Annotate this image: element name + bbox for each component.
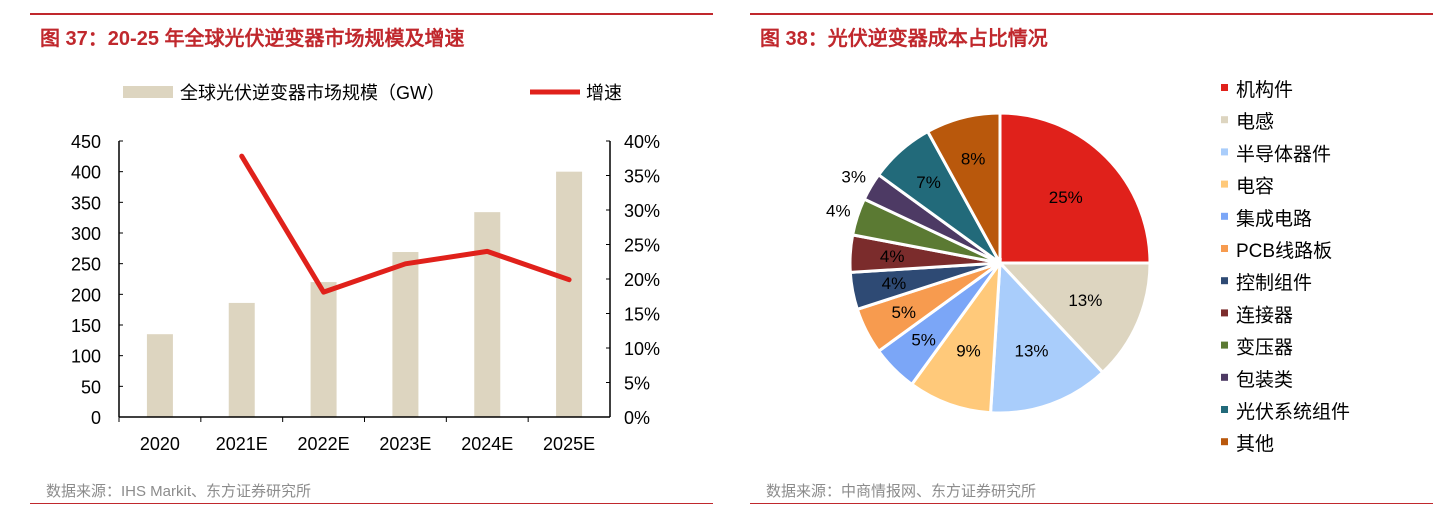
left-chart-panel: 图 37：20-25 年全球光伏逆变器市场规模及增速 全球光伏逆变器市场规模（G… [30,0,713,517]
legend-label: 连接器 [1236,304,1293,326]
pie-value-label: 13% [1068,291,1102,310]
chart-title: 图 38：光伏逆变器成本占比情况 [760,28,1048,50]
bar-2024E [474,212,501,417]
y-tick-label-left: 100 [71,347,101,367]
y-tick-label-left: 450 [71,132,101,152]
legend-swatch [1221,180,1228,188]
pie-slice-电容 [909,257,1002,415]
pie-value-label: 25% [1049,188,1083,207]
legend-swatch [1221,148,1228,156]
pie-value-label: 13% [1014,342,1048,361]
bottom-divider [750,503,1433,504]
y-tick-label-right: 15% [624,305,660,325]
y-tick-label-right: 30% [624,201,660,221]
legend-label: 变压器 [1236,337,1293,359]
legend-label: 机构件 [1236,79,1293,101]
legend-label: 集成电路 [1236,208,1312,230]
legend-label: 半导体器件 [1236,143,1331,165]
pie-value-label: 4% [880,247,905,266]
legend-label: 控制组件 [1236,272,1312,294]
x-tick-label: 2025E [543,434,595,454]
x-tick-label: 2023E [379,434,431,454]
pie-value-label: 8% [961,149,986,168]
y-tick-label-left: 200 [71,285,101,305]
legend-swatch [1221,116,1228,124]
y-tick-label-left: 350 [71,193,101,213]
top-divider [750,13,1433,15]
x-tick-label: 2024E [461,434,513,454]
bar-2022E [310,282,337,417]
pie-value-label: 7% [916,173,941,192]
pie-slice-机构件 [998,111,1152,265]
legend-label-bar: 全球光伏逆变器市场规模（GW） [180,83,445,103]
x-tick-label: 2021E [216,434,268,454]
legend-label: 电容 [1236,176,1274,198]
pie-value-label: 3% [841,167,866,186]
source-note: 数据来源：中商情报网、东方证券研究所 [766,483,1037,500]
pie-value-label: 5% [911,330,936,349]
y-tick-label-left: 300 [71,224,101,244]
y-tick-label-right: 5% [624,374,650,394]
x-tick-label: 2020 [140,434,180,454]
right-chart-panel: 图 38：光伏逆变器成本占比情况 25% 13% 13% 9% 5% 5% 4% 4% 4% 3%… [750,0,1433,517]
legend-swatch [1221,341,1228,349]
legend-label: 光伏系统组件 [1236,401,1350,423]
legend-label-line: 增速 [586,83,622,103]
bar-2021E [228,302,255,417]
y-tick-label-left: 250 [71,255,101,275]
y-tick-label-right: 40% [624,132,660,152]
legend-label: 其他 [1236,433,1274,455]
bar-2025E [556,171,583,417]
legend-swatch [1221,84,1228,91]
chart-title: 图 37：20-25 年全球光伏逆变器市场规模及增速 [40,28,465,50]
legend-swatch [1221,438,1228,446]
source-note: 数据来源：IHS Markit、东方证券研究所 [46,483,312,500]
pie-slice-其他 [925,111,1002,264]
legend-swatch [1221,277,1228,285]
y-tick-label-left: 50 [81,377,101,397]
legend-label: 包装类 [1236,369,1293,391]
bar-2020 [146,334,173,417]
y-tick-label-right: 25% [624,236,660,256]
legend-swatch [1221,406,1228,413]
pie-value-label: 5% [891,303,916,322]
legend-swatch [1221,212,1228,220]
top-divider [30,13,713,15]
y-tick-label-right: 0% [624,408,650,428]
pie-value-label: 9% [956,342,981,361]
pie-value-label: 4% [882,274,907,293]
bottom-divider [30,503,713,504]
legend-swatch [1221,309,1228,317]
bar-2023E [392,252,419,417]
legend-swatch [1221,373,1228,381]
pie-chart: 25% 13% 13% 9% 5% 5% 4% 4% 4% 3% 7% 8% 机构件电感半导体器件电容集… [826,79,1350,455]
legend-label: 电感 [1236,111,1274,133]
x-tick-label: 2022E [298,434,350,454]
y-tick-label-right: 35% [624,167,660,187]
pie-value-label: 4% [826,201,851,220]
pie-slice-电感 [996,261,1152,375]
y-tick-label-right: 20% [624,270,660,290]
legend-swatch [1221,245,1228,252]
legend-swatch-bar [123,86,173,98]
bar-line-chart: 全球光伏逆变器市场规模（GW） 增速 0 50 100 150 200 250 300 350 40… [71,83,660,454]
y-tick-label-left: 150 [71,316,101,336]
y-tick-label-right: 10% [624,339,660,359]
y-tick-label-left: 400 [71,163,101,183]
y-tick-label-left: 0 [91,408,101,428]
legend-label: PCB线路板 [1236,240,1332,262]
pie-slice-半导体器件 [988,259,1105,415]
